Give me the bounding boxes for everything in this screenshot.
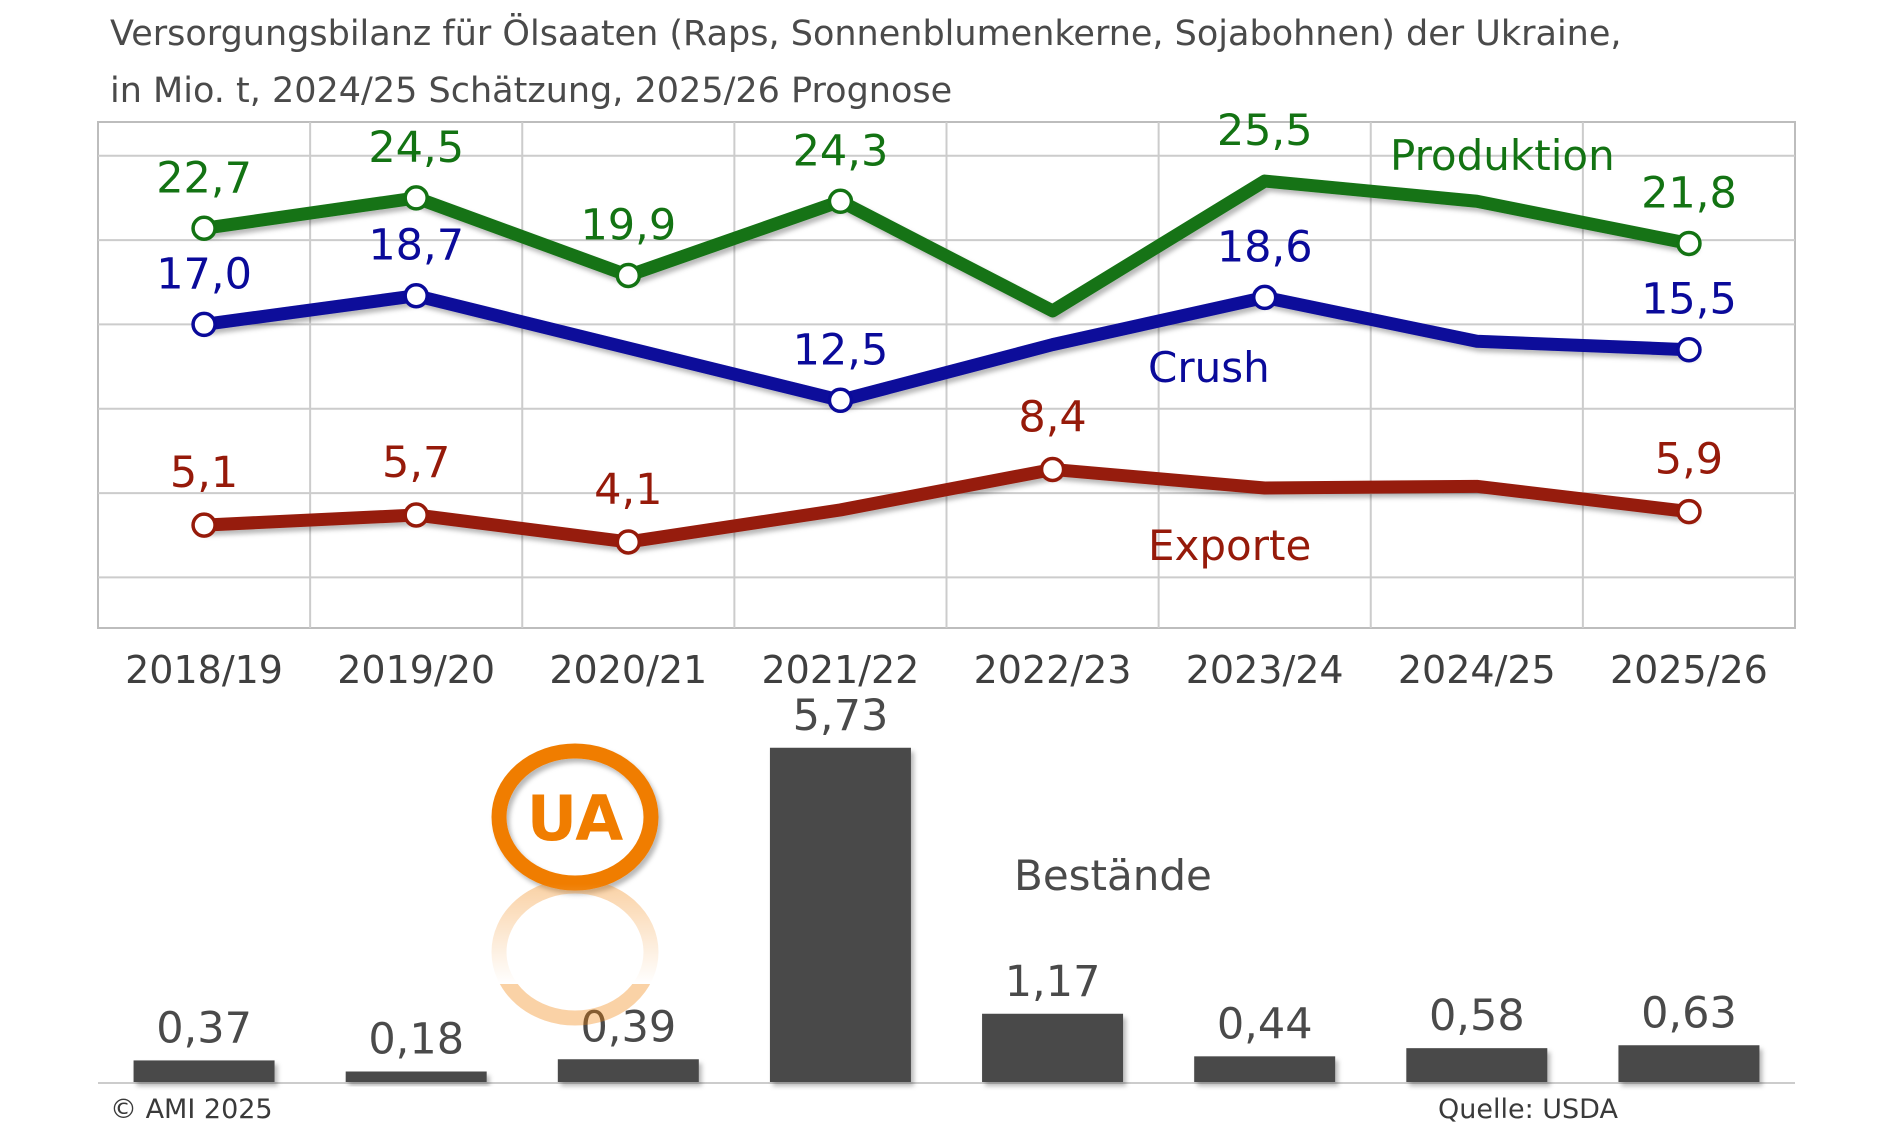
data-point-exporte: [191, 512, 217, 538]
data-label-exporte: 5,7: [382, 438, 450, 488]
data-label-produktion: 25,5: [1217, 106, 1313, 156]
data-label-produktion: 22,7: [156, 153, 252, 203]
data-label-exporte: 5,1: [170, 448, 238, 498]
data-point-produktion: [615, 262, 642, 289]
data-label-exporte: 5,9: [1655, 435, 1723, 485]
x-tick-label: 2021/22: [762, 648, 920, 692]
x-tick-label: 2022/23: [974, 648, 1132, 692]
series-line-crush: [197, 289, 1696, 407]
chart-title-line-2: in Mio. t, 2024/25 Schätzung, 2025/26 Pr…: [110, 71, 953, 111]
ua-badge-text: UA: [527, 782, 623, 855]
data-point-crush: [403, 282, 429, 309]
x-tick-label: 2024/25: [1398, 648, 1556, 692]
series-name-exporte: Exporte: [1148, 521, 1311, 570]
data-point-produktion: [1676, 230, 1702, 257]
data-label-crush: 15,5: [1641, 275, 1737, 325]
stock-bar: [1406, 1048, 1548, 1082]
data-label-produktion: 24,5: [368, 123, 464, 173]
stock-bar-label: 0,18: [368, 1015, 464, 1065]
stock-bar-label: 0,39: [580, 1002, 676, 1052]
stock-bar: [557, 1059, 699, 1082]
stock-bar: [133, 1060, 275, 1082]
stock-bar: [769, 747, 911, 1082]
x-tick-label: 2025/26: [1610, 648, 1768, 692]
series-name-produktion: Produktion: [1390, 131, 1615, 180]
x-tick-label: 2020/21: [549, 648, 707, 692]
stock-bar: [982, 1013, 1124, 1082]
data-label-crush: 18,6: [1217, 222, 1313, 272]
series-name-crush: Crush: [1148, 343, 1270, 392]
data-point-crush: [827, 387, 854, 414]
series-line-produktion: [197, 174, 1696, 318]
stock-bar: [1194, 1056, 1336, 1082]
data-point-produktion: [191, 215, 217, 242]
data-label-crush: 18,7: [368, 221, 464, 271]
data-label-produktion: 19,9: [580, 200, 676, 250]
stock-bar-label: 0,37: [156, 1003, 252, 1053]
data-point-exporte: [1676, 498, 1702, 525]
ua-badge-reflection-fade: [485, 884, 665, 984]
chart-title-line-1: Versorgungsbilanz für Ölsaaten (Raps, So…: [110, 14, 1622, 54]
data-point-crush: [191, 311, 217, 338]
stock-bar-label: 0,44: [1217, 999, 1313, 1049]
stock-bar-label: 0,58: [1429, 991, 1525, 1041]
data-point-produktion: [827, 188, 854, 215]
x-tick-label: 2019/20: [337, 648, 495, 692]
copyright-note: © AMI 2025: [110, 1094, 273, 1125]
stocks-series-name: Bestände: [1014, 851, 1212, 900]
data-label-exporte: 4,1: [594, 465, 662, 515]
data-label-crush: 17,0: [156, 249, 252, 299]
data-label-exporte: 8,4: [1018, 392, 1086, 442]
ua-badge-ring: [491, 743, 659, 891]
data-point-produktion: [403, 185, 429, 211]
stock-bar-label: 1,17: [1005, 957, 1101, 1007]
stock-bar-label: 0,63: [1641, 988, 1737, 1038]
data-point-crush: [1251, 284, 1278, 311]
data-label-produktion: 21,8: [1641, 168, 1737, 218]
data-label-crush: 12,5: [793, 325, 889, 375]
series-line-exporte: [197, 462, 1696, 549]
data-point-exporte: [615, 529, 642, 555]
source-note: Quelle: USDA: [1438, 1094, 1618, 1125]
data-point-exporte: [1039, 456, 1066, 483]
stock-bar: [1618, 1045, 1760, 1082]
data-point-exporte: [403, 502, 429, 528]
data-label-produktion: 24,3: [793, 126, 889, 176]
chart-title: Versorgungsbilanz für Ölsaaten (Raps, So…: [110, 6, 1810, 120]
stock-bar-label: 5,73: [793, 691, 889, 741]
x-tick-label: 2018/19: [125, 648, 283, 692]
x-tick-label: 2023/24: [1186, 648, 1344, 692]
data-point-crush: [1676, 336, 1702, 363]
stock-bar: [345, 1071, 487, 1082]
